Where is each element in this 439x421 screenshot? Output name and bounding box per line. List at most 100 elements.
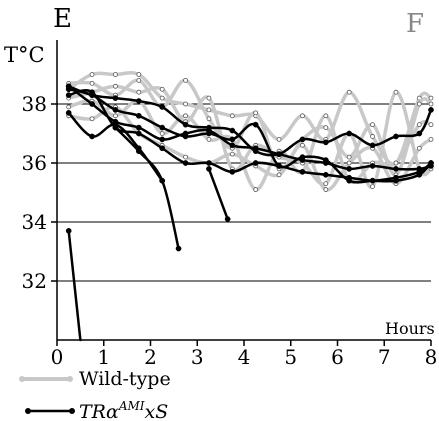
series-2-line — [66, 84, 433, 189]
series-7-point-15 — [416, 166, 423, 172]
x-tick-label-6: 6 — [331, 345, 344, 369]
x-tick-label-2: 2 — [144, 345, 157, 369]
series-12 — [65, 228, 82, 342]
panel-letter-e: E — [53, 4, 72, 34]
series-10 — [112, 124, 182, 252]
x-tick-label-1: 1 — [97, 345, 110, 369]
series-1-point-16 — [428, 101, 434, 107]
series-7-point-1 — [89, 101, 95, 107]
series-4-point-12 — [346, 160, 352, 166]
series-8-point-14 — [393, 177, 399, 184]
series-7-point-8 — [252, 145, 259, 152]
x-axis-label: Hours — [385, 319, 435, 338]
series-7-point-10 — [299, 157, 306, 163]
series-3-point-11 — [323, 113, 329, 119]
series-1-point-13 — [370, 122, 375, 128]
legend-mutant-label: TRαAMIxS — [79, 399, 168, 421]
y-axis-label: T°C — [4, 43, 45, 67]
series-9-point-1 — [89, 133, 95, 140]
legend-wildtype-label: Wild-type — [79, 368, 171, 390]
series-5-point-11 — [322, 139, 329, 146]
legend-entry-mutant: TRαAMIxS — [25, 399, 168, 421]
series-0-point-13 — [370, 134, 375, 139]
series-7-point-3 — [135, 124, 142, 131]
series-0-point-7 — [229, 113, 235, 119]
series-0-point-1 — [89, 72, 95, 77]
x-tick-label-0: 0 — [51, 345, 64, 369]
series-1-point-12 — [346, 154, 352, 160]
series-10-line — [114, 126, 180, 250]
series-4-point-11 — [323, 187, 329, 192]
series-10-point-1 — [135, 148, 142, 155]
series-0-point-12 — [346, 89, 352, 95]
series-2-point-4 — [159, 86, 165, 92]
series-0-point-6 — [206, 107, 212, 113]
series-6-point-2 — [112, 107, 119, 113]
legend: Wild-type TRαAMIxS — [19, 368, 171, 421]
series-11-point-0 — [206, 166, 212, 172]
series-8-point-10 — [299, 169, 306, 175]
series-8-point-9 — [276, 163, 282, 169]
series-8 — [65, 89, 434, 184]
series-7-point-0 — [65, 83, 72, 90]
series-2-point-11 — [323, 181, 329, 187]
series-7 — [65, 83, 434, 172]
series-5-point-2 — [112, 95, 119, 101]
series-5-point-16 — [428, 107, 434, 113]
series-4-point-5 — [183, 154, 188, 160]
series-2-point-6 — [206, 95, 212, 101]
series-0-point-2 — [113, 72, 118, 77]
legend-mutant-marker-left — [25, 408, 31, 414]
y-tick-label-0: 32 — [22, 269, 47, 293]
series-2-point-14 — [393, 89, 399, 95]
x-tick-label-8: 8 — [425, 345, 438, 369]
series-4-point-7 — [229, 151, 235, 157]
series-5-line — [67, 85, 433, 157]
series-5-point-7 — [229, 127, 236, 134]
series-9-point-0 — [65, 110, 72, 116]
series-2-point-13 — [370, 184, 375, 190]
series-1-point-6 — [206, 116, 212, 122]
series-4-point-1 — [89, 116, 95, 122]
x-tick-label-3: 3 — [191, 345, 204, 369]
series-4-point-10 — [300, 142, 305, 148]
series-3-point-14 — [393, 160, 399, 166]
series-7-point-12 — [346, 166, 353, 172]
series-12-line — [67, 229, 82, 342]
series-3-point-8 — [253, 187, 259, 192]
series-5-point-4 — [159, 104, 166, 110]
series-1-point-3 — [136, 78, 142, 83]
series-1-point-11 — [323, 125, 329, 130]
series-10-point-2 — [159, 177, 166, 184]
series-8-point-4 — [159, 145, 166, 152]
series-8-point-13 — [369, 177, 376, 184]
series-7-point-9 — [276, 151, 282, 157]
series-5-point-12 — [346, 130, 353, 137]
series-3-point-15 — [416, 122, 422, 128]
series-0-point-4 — [159, 95, 165, 101]
x-tick-label-5: 5 — [284, 345, 297, 369]
x-tick-label-7: 7 — [378, 345, 391, 369]
series-5-point-10 — [299, 136, 306, 143]
series-11-line — [207, 167, 229, 221]
series-0-point-3 — [136, 72, 142, 77]
legend-wildtype-marker-left — [19, 376, 25, 382]
series-11-point-1 — [224, 216, 231, 222]
series-8-point-11 — [322, 171, 329, 178]
series-8-point-5 — [182, 160, 189, 166]
series-5-point-13 — [369, 142, 376, 149]
legend-entry-wildtype: Wild-type — [19, 368, 171, 390]
series-8-point-8 — [252, 160, 259, 166]
series-7-point-14 — [393, 166, 399, 172]
y-tick-label-1: 34 — [22, 210, 47, 234]
series-10-point-3 — [175, 245, 182, 252]
x-tick-label-4: 4 — [238, 345, 251, 369]
series-0-point-10 — [300, 113, 305, 119]
series-3-point-4 — [159, 131, 165, 136]
series-0-point-5 — [183, 101, 188, 107]
series-5-point-3 — [135, 98, 142, 104]
series-8-point-7 — [229, 169, 236, 175]
series-7-point-6 — [206, 127, 212, 134]
